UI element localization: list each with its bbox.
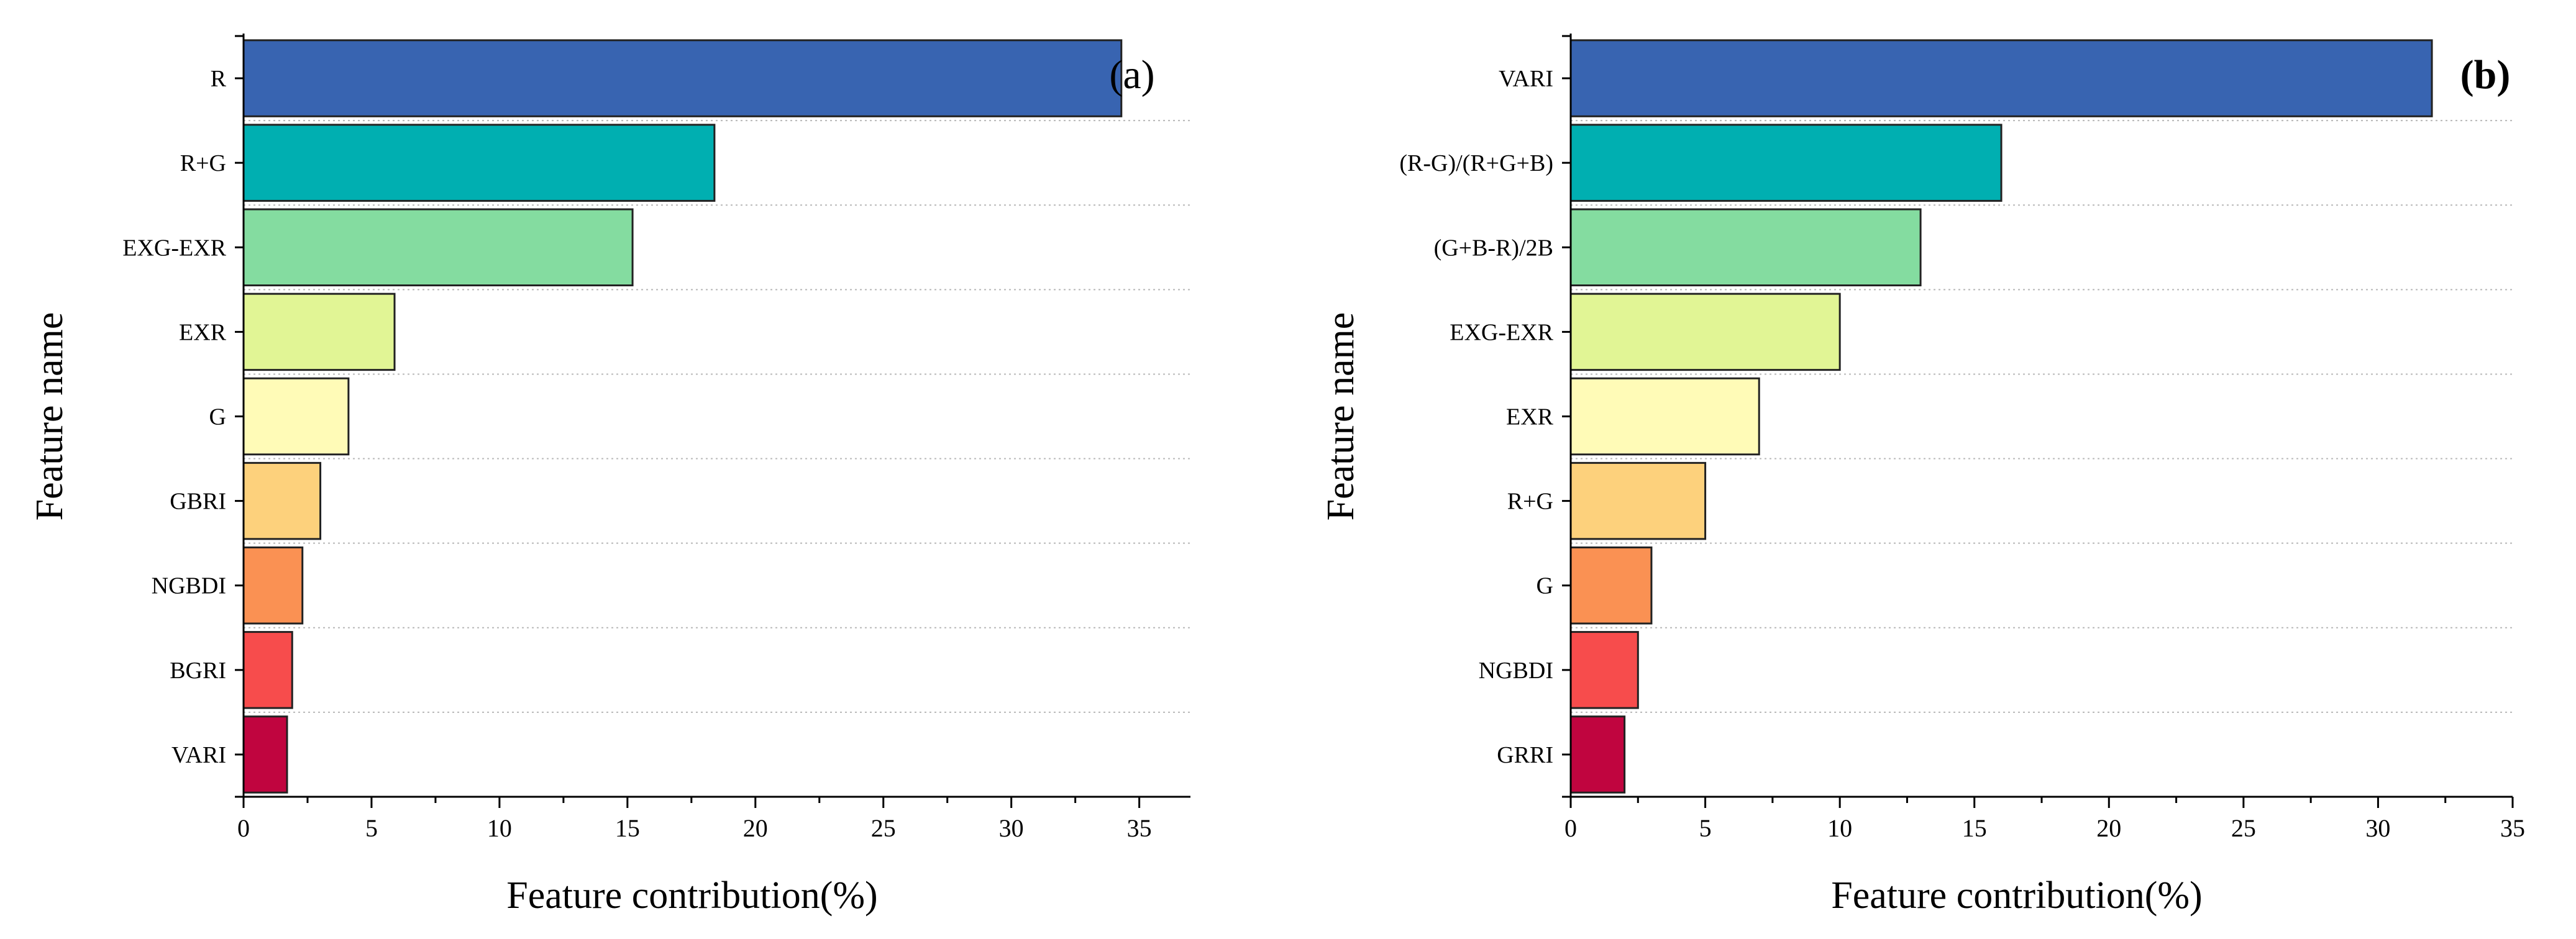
bar-r xyxy=(242,39,1123,117)
x-tick-label: 0 xyxy=(237,814,250,842)
x-tick-label: 5 xyxy=(365,814,378,842)
x-tick-label: 5 xyxy=(1699,814,1712,842)
x-axis-title: Feature contribution(%) xyxy=(1831,874,2202,917)
bar-grri xyxy=(1569,715,1626,794)
x-tick-label: 10 xyxy=(1827,814,1852,842)
y-tick-label: BGRI xyxy=(170,658,226,684)
y-tick-label: (G+B-R)/2B xyxy=(1434,235,1553,261)
y-tick-label: (R-G)/(R+G+B) xyxy=(1399,150,1553,176)
x-tick-label: 30 xyxy=(2365,814,2390,842)
x-tick-label: 10 xyxy=(487,814,512,842)
y-tick-label: EXG-EXR xyxy=(1450,319,1553,345)
x-tick-label: 25 xyxy=(2231,814,2256,842)
y-tick-label: GRRI xyxy=(1497,742,1553,768)
y-tick-label: G xyxy=(209,404,226,430)
bar-bgri xyxy=(242,631,293,709)
bar-exr xyxy=(1569,377,1760,456)
panel-label: (a) xyxy=(1109,52,1154,98)
x-tick-label: 30 xyxy=(999,814,1024,842)
x-tick-label: 15 xyxy=(1962,814,1987,842)
bar-r-g xyxy=(242,124,716,202)
x-tick-label: 0 xyxy=(1564,814,1577,842)
bar-g xyxy=(1569,546,1653,625)
y-axis-title: Feature name xyxy=(29,312,71,521)
y-tick-label: G xyxy=(1537,573,1553,599)
y-tick-label: EXR xyxy=(1506,404,1554,430)
y-tick-label: VARI xyxy=(171,742,226,768)
x-tick-label: 25 xyxy=(871,814,896,842)
bar-exg-exr xyxy=(1569,293,1841,371)
y-tick-label: R+G xyxy=(1507,489,1553,515)
y-tick-label: R xyxy=(211,66,227,92)
x-tick-label: 20 xyxy=(2096,814,2121,842)
x-axis-title: Feature contribution(%) xyxy=(506,874,877,917)
bar-r-g xyxy=(1569,461,1707,540)
panel-label: (b) xyxy=(2460,52,2511,98)
bar-exr xyxy=(242,293,396,371)
x-tick-label: 35 xyxy=(2500,814,2525,842)
y-tick-label: EXR xyxy=(179,319,227,345)
x-tick-label: 15 xyxy=(615,814,640,842)
bar-exg-exr xyxy=(242,208,634,287)
bar-g xyxy=(242,377,350,456)
bar-ngbdi xyxy=(242,546,304,625)
panel-b: VARI (R-G)/(R+G+B) (G+B-R)/2B EXG-EXR EXR R+G… xyxy=(1320,34,2525,917)
x-tick-label: 20 xyxy=(743,814,768,842)
y-axis-title: Feature name xyxy=(1320,312,1362,521)
bar-ngbdi xyxy=(1569,631,1639,709)
panel-a: R R+G EXG-EXR EXR G GBRI NGBDI BGRI VARI 0 5 10 15 20… xyxy=(29,34,1190,917)
y-tick-label: VARI xyxy=(1499,66,1553,92)
bar-g-b-r-2b xyxy=(1569,208,1922,287)
y-tick-label: NGBDI xyxy=(152,573,226,599)
bar-vari xyxy=(1569,39,2433,117)
y-tick-label: NGBDI xyxy=(1479,658,1553,684)
bar-vari xyxy=(242,715,288,794)
y-tick-label: GBRI xyxy=(170,489,226,515)
y-tick-label: EXG-EXR xyxy=(122,235,226,261)
bar-r-g-r-g-b xyxy=(1569,124,2003,202)
x-tick-label: 35 xyxy=(1127,814,1152,842)
y-tick-label: R+G xyxy=(180,150,226,176)
bar-gbri xyxy=(242,461,322,540)
